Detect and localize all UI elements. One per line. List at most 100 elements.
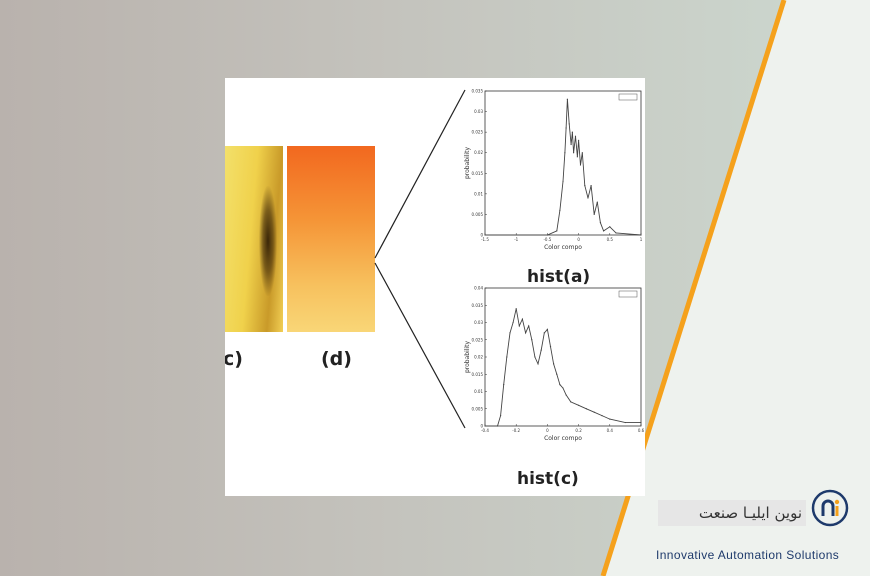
hist-c-data-point <box>524 332 527 334</box>
hist-a-frame <box>484 90 642 236</box>
hist-c-title: hist(c) <box>517 469 579 489</box>
hist-c-series-line <box>485 308 641 427</box>
panel-label-c: c) <box>225 348 243 370</box>
hist-a-data-point <box>609 226 611 228</box>
hist-a-data-point <box>559 209 561 211</box>
hist-a-data-point <box>546 234 548 236</box>
hist-a-data-point <box>596 201 598 203</box>
hist-a-data-point <box>573 152 575 154</box>
hist-a-xtick-label: 0.5 <box>607 237 614 242</box>
hist-a-data-point <box>599 222 602 224</box>
hist-c-legend-box <box>618 290 638 298</box>
hist-a-data-point <box>568 123 570 125</box>
hist-c-data-point <box>562 387 564 389</box>
hist-a-data-point <box>565 127 567 129</box>
hist-c-data-point <box>531 339 533 341</box>
brand-logo-block: نوین ایلیـا صنعت Innovative Automation S… <box>650 482 860 564</box>
hist-a-ytick-label: 0.01 <box>474 191 483 196</box>
brand-name-fa: نوین ایلیـا صنعت <box>698 504 802 522</box>
hist-a-xtick-label: 0 <box>577 237 580 242</box>
hist-c-data-point <box>543 332 545 334</box>
hist-c-ytick-label: 0.02 <box>474 355 483 360</box>
hist-a-ytick-label: 0.005 <box>472 212 484 217</box>
hist-a-ytick-label: 0.015 <box>472 171 484 176</box>
hist-a-data-point <box>571 131 573 133</box>
hist-a-plot: -1.5 -1 -0.5 0 0.5 1 0 0.005 0.01 0.015 0.02 0.025 0… <box>464 89 643 252</box>
hist-c-ylabel: probability <box>464 341 471 373</box>
hist-a-data-point <box>566 98 568 100</box>
hist-c-data-point <box>593 411 595 413</box>
hist-a-data-point <box>587 197 589 199</box>
brand-tagline: Innovative Automation Solutions <box>656 548 840 562</box>
histogram-plots: -1.5 -1 -0.5 0 0.5 1 0 0.005 0.01 0.015 0.02 0.025 0… <box>374 89 645 443</box>
hist-c-data-point <box>537 363 539 365</box>
hist-c-xtick-label: -0.2 <box>512 428 520 433</box>
hist-c-data-point <box>565 394 567 396</box>
hist-c-data-point <box>496 425 499 427</box>
hist-c-xtick-label: 0.4 <box>607 428 614 433</box>
hist-a-data-point <box>593 213 595 216</box>
panel-label-d: (d) <box>321 348 352 370</box>
hist-a-data-point <box>556 230 558 232</box>
hist-a-title: hist(a) <box>527 267 591 287</box>
hist-c-data-point <box>601 415 603 417</box>
hist-c-data-point <box>578 404 580 406</box>
hist-c-data-point <box>540 349 542 351</box>
hist-c-data-point <box>546 328 548 330</box>
hist-a-xtick-label: -0.5 <box>543 237 551 242</box>
hist-a-data-point <box>579 164 582 166</box>
hist-a-data-point <box>574 135 577 137</box>
hist-c-xtick-label: -0.4 <box>481 428 489 433</box>
hist-c-plot: -0.4 -0.2 0 0.2 0.4 0.6 0 0.005 0.01 0.015 0.02 0.0… <box>464 286 645 443</box>
hist-c-data-point <box>484 425 486 427</box>
hist-c-xtick-label: 0.2 <box>575 428 582 433</box>
connector-line-bottom <box>374 262 466 429</box>
hist-a-data-point <box>570 143 572 146</box>
hist-a-ytick-label: 0.025 <box>472 130 484 135</box>
hist-a-xlabel: Color compo <box>544 244 582 251</box>
hist-c-data-point <box>570 401 572 403</box>
hist-c-data-point <box>556 373 558 375</box>
hist-a-data-point <box>640 234 642 236</box>
hist-c-data-point <box>624 421 626 424</box>
hist-c-data-point <box>518 325 520 327</box>
hist-a-xtick-label: -1 <box>514 237 518 242</box>
hist-c-ytick-label: 0.025 <box>472 337 484 342</box>
hist-c-data-point <box>503 384 505 386</box>
hist-c-frame <box>484 287 642 427</box>
hist-c-ytick-label: 0.04 <box>474 286 483 291</box>
hist-c-ytick-label: 0.015 <box>472 372 484 377</box>
hist-c-ytick-label: 0.03 <box>474 320 483 325</box>
connector-line-top <box>374 89 466 259</box>
hist-a-xtick-label: 1 <box>640 237 643 242</box>
hist-c-ytick-label: 0.01 <box>474 389 483 394</box>
hist-c-ytick-label: 0 <box>480 424 483 429</box>
hist-c-xtick-label: 0.6 <box>638 428 645 433</box>
hist-a-data-point <box>484 234 486 236</box>
ni-logo-icon <box>811 489 849 527</box>
flame-image-c <box>225 146 283 332</box>
hist-a-ytick-label: 0.02 <box>474 150 483 155</box>
brand-name-box <box>658 500 806 526</box>
hist-c-data-point <box>512 321 514 324</box>
hist-a-data-point <box>562 180 564 183</box>
flame-image-d <box>287 146 375 332</box>
hist-c-data-point <box>609 418 611 420</box>
hist-a-ytick-label: 0 <box>480 233 483 238</box>
hist-c-data-point <box>500 415 502 417</box>
hist-c-ytick-label: 0.005 <box>472 406 484 411</box>
hist-a-data-point <box>590 185 592 187</box>
hist-a-data-point <box>615 232 617 234</box>
hist-c-data-point <box>534 356 536 358</box>
hist-a-ylabel: probability <box>464 147 471 179</box>
hist-c-xtick-label: 0 <box>546 428 549 433</box>
hist-c-data-point <box>549 346 552 348</box>
hist-c-data-point <box>528 325 530 327</box>
hist-a-data-point <box>602 230 605 232</box>
hist-a-ytick-label: 0.03 <box>474 109 483 114</box>
hist-c-data-point <box>553 363 555 365</box>
figure-panel: c) (d) hist(a) hist(c) -1.5 -1 -0.5 0 0.5 1 0 0… <box>225 78 645 496</box>
hist-a-ytick-label: 0.035 <box>472 89 484 94</box>
hist-c-data-point <box>509 332 511 334</box>
hist-a-data-point <box>564 152 566 154</box>
